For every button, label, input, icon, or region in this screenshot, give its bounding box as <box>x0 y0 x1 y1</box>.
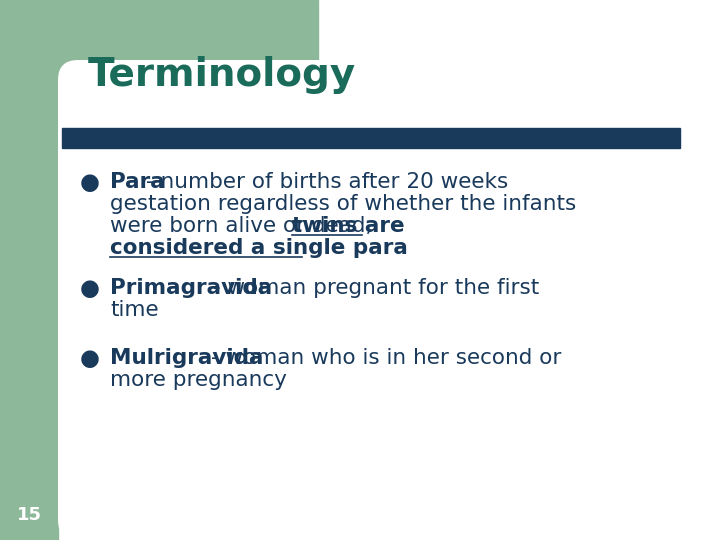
Text: were born alive or dead,: were born alive or dead, <box>110 216 372 236</box>
Text: more pregnancy: more pregnancy <box>110 370 287 390</box>
Bar <box>0 0 58 540</box>
Text: twins are: twins are <box>292 216 405 236</box>
Text: ●: ● <box>80 171 100 193</box>
Text: ●: ● <box>80 347 100 369</box>
Text: Primagravida: Primagravida <box>110 278 272 298</box>
Text: - number of births after 20 weeks: - number of births after 20 weeks <box>146 172 508 192</box>
Text: Terminology: Terminology <box>88 56 356 94</box>
Text: 15: 15 <box>17 506 42 524</box>
Text: time: time <box>110 300 158 320</box>
Text: - woman who is in her second or: - woman who is in her second or <box>211 348 562 368</box>
Text: considered a single para: considered a single para <box>110 238 408 258</box>
Text: Mulrigravida: Mulrigravida <box>110 348 264 368</box>
FancyBboxPatch shape <box>58 60 720 540</box>
Text: ●: ● <box>80 276 100 300</box>
Text: - woman pregnant for the first: - woman pregnant for the first <box>213 278 539 298</box>
Text: Para: Para <box>110 172 165 192</box>
Text: gestation regardless of whether the infants: gestation regardless of whether the infa… <box>110 194 576 214</box>
Bar <box>62 128 680 148</box>
Bar <box>58 0 318 110</box>
